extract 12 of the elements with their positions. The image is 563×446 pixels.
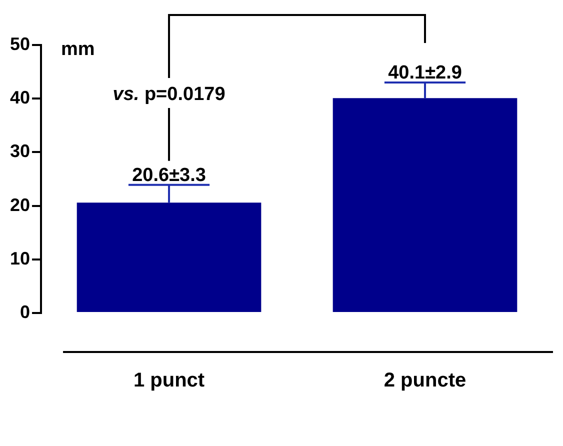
- x-tick-label: 2 puncte: [384, 370, 466, 392]
- y-tick-label: 20: [10, 194, 30, 215]
- y-axis-title: mm: [61, 39, 95, 60]
- y-tick-label: 10: [10, 248, 30, 268]
- y-tick-label: 0: [20, 302, 30, 322]
- annotation: vs. p=0.0179: [112, 84, 226, 105]
- y-tick-label: 40: [10, 88, 30, 108]
- y-tick-label: 30: [10, 141, 30, 162]
- data-label: 20.6±3.3: [132, 164, 206, 186]
- y-tick-label: 50: [10, 34, 30, 54]
- x-tick-label: 1 punct: [133, 370, 205, 392]
- data-label: 40.1±2.9: [388, 62, 462, 84]
